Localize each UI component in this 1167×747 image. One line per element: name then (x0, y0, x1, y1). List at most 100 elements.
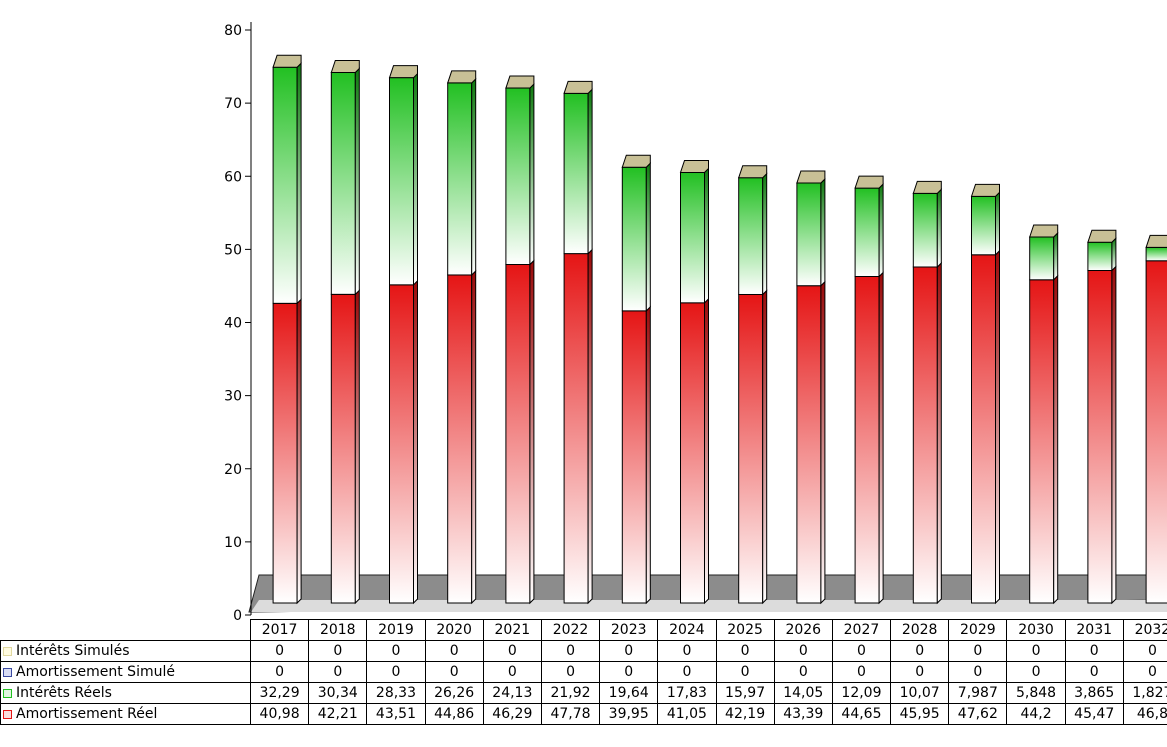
data-label: 47,78 (540, 703, 601, 725)
data-label: 0 (715, 640, 775, 662)
data-label: 45,95 (890, 703, 950, 725)
data-label: 0 (890, 661, 950, 683)
bar-interets-reels (621, 166, 647, 312)
bar-amortissement-reel-side (820, 280, 826, 605)
bar-cap (1145, 234, 1167, 248)
bar-amortissement-reel-side (762, 289, 768, 605)
bar-stack-2024 (679, 159, 709, 605)
bar-amortissement-reel (505, 264, 531, 604)
y-tick-label: 0 (233, 608, 242, 624)
bar-interets-reels (272, 66, 298, 304)
data-label: 43,51 (366, 703, 426, 725)
legend-label: Intérêts Réels (16, 685, 112, 701)
data-label: 41,05 (657, 703, 717, 725)
data-label: 19,64 (599, 682, 659, 704)
data-label: 32,29 (249, 682, 310, 704)
bar-amortissement-reel (447, 274, 473, 604)
bar-interets-reels (680, 171, 705, 304)
bar-interets-reels-side (762, 172, 768, 296)
data-label: 0 (540, 640, 601, 662)
legend-entry: Intérêts Réels (0, 682, 251, 704)
table-row: Amortissement Simulé 0 0 0 0 0 0 0 0 0 0 0 0 0 0 0 0 (0, 661, 1167, 683)
data-label: 10,07 (890, 682, 950, 704)
bar-cap (563, 80, 593, 94)
bar-stack-2028 (912, 180, 942, 605)
bar-interets-reels-side (878, 182, 884, 278)
bar-cap (447, 70, 477, 84)
bar-interets-reels (1029, 236, 1055, 281)
bar-interets-reels-side (587, 88, 593, 255)
data-label: 0 (540, 661, 601, 683)
table-row: Intérêts Réels 32,29 30,34 28,33 26,26 24,13 2… (0, 682, 1167, 704)
data-label: 21,92 (540, 682, 601, 704)
bar-amortissement-reel-side (1053, 274, 1059, 605)
table-row: Amortissement Réel 40,98 42,21 43,51 44,86 46… (0, 703, 1167, 725)
bar-amortissement-reel (330, 293, 356, 604)
bar-amortissement-reel (738, 293, 764, 604)
bar-amortissement-reel-side (1111, 265, 1117, 605)
bar-interets-reels-side (296, 62, 302, 305)
data-label: 0 (366, 661, 426, 683)
data-label: 40,98 (249, 703, 310, 725)
data-label: 14,05 (773, 682, 833, 704)
bar-amortissement-reel-side (529, 259, 535, 605)
data-label: 0 (1064, 640, 1124, 662)
data-label: 0 (308, 661, 368, 683)
bar-interets-reels (912, 192, 938, 268)
bar-amortissement-reel-side (471, 269, 477, 605)
bar-amortissement-reel (971, 254, 996, 604)
data-label: 0 (1006, 661, 1066, 683)
bar-cap (796, 170, 826, 184)
data-label: 42,21 (308, 703, 368, 725)
bar-stack-2018 (330, 59, 360, 605)
bar-amortissement-reel (389, 284, 414, 604)
data-label: 0 (1122, 661, 1167, 683)
bar-interets-reels (796, 182, 822, 287)
data-label: 15,97 (715, 682, 775, 704)
data-label: 1,827 (1122, 682, 1167, 704)
legend-swatch (3, 710, 12, 719)
legend-entry: Amortissement Réel (0, 703, 251, 725)
bar-amortissement-reel-side (413, 279, 418, 605)
x-category-label: 2022 (540, 619, 601, 641)
x-category-label: 2021 (482, 619, 542, 641)
table-row: Intérêts Simulés 0 0 0 0 0 0 0 0 0 0 0 0 0 0 0 0 (0, 640, 1167, 662)
y-tick-label: 10 (224, 535, 242, 551)
data-label: 44,65 (831, 703, 892, 725)
data-label: 0 (1006, 640, 1066, 662)
bar-stack-2032 (1145, 234, 1167, 604)
data-label: 24,13 (482, 682, 542, 704)
x-category-label: 2031 (1064, 619, 1124, 641)
legend-swatch (3, 689, 12, 698)
data-label: 7,987 (948, 682, 1008, 704)
data-label: 43,39 (773, 703, 833, 725)
bar-stack-2020 (447, 70, 477, 605)
bar-cap (330, 59, 360, 73)
data-label: 46,29 (482, 703, 542, 725)
bar-interets-reels (447, 82, 473, 276)
x-category-label: 2025 (715, 619, 775, 641)
bar-amortissement-reel-side (296, 298, 302, 605)
bar-stack-2030 (1029, 224, 1059, 605)
bar-cap (621, 154, 651, 168)
x-category-label: 2029 (948, 619, 1008, 641)
x-category-label: 2024 (657, 619, 717, 641)
data-label: 46,8 (1122, 703, 1167, 725)
bar-interets-reels (505, 87, 531, 266)
bar-interets-reels (738, 177, 764, 295)
bar-interets-reels (389, 77, 414, 286)
bar-interets-reels (330, 71, 356, 295)
data-label: 5,848 (1006, 682, 1066, 704)
data-label: 0 (890, 640, 950, 662)
bar-interets-reels-side (1053, 231, 1059, 281)
bar-stack-2022 (563, 80, 593, 605)
y-tick-label: 60 (224, 169, 242, 185)
bar-cap (505, 75, 535, 89)
y-tick-label: 20 (224, 462, 242, 478)
y-tick-label: 30 (224, 389, 242, 405)
bar-stack-2027 (854, 175, 884, 605)
x-category-label: 2017 (249, 619, 310, 641)
bar-amortissement-reel (1145, 260, 1167, 604)
data-label: 0 (657, 661, 717, 683)
bar-stack-2023 (621, 154, 651, 605)
